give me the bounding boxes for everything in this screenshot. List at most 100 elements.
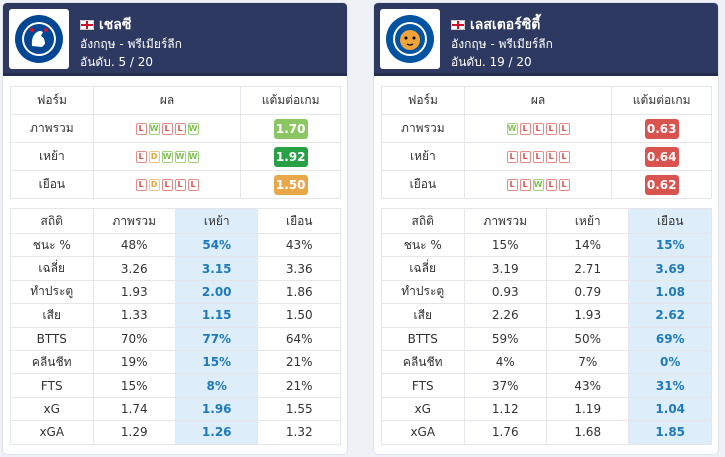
result-header: ผล bbox=[92, 86, 242, 115]
stat-value: 14% bbox=[545, 232, 630, 258]
chelsea-crest-icon bbox=[15, 15, 63, 63]
ppg-badge: 1.70 bbox=[273, 118, 308, 139]
stat-value: 1.12 bbox=[463, 396, 547, 422]
ppg-badge: 1.50 bbox=[273, 174, 308, 195]
team-name[interactable]: เลสเตอร์ซิตี้ bbox=[470, 17, 541, 33]
league-rank: อันดับ. 5 / 20 bbox=[80, 55, 154, 69]
team-name[interactable]: เชลซี bbox=[99, 17, 132, 33]
stat-row: เฉลี่ย 3.19 2.71 3.69 bbox=[381, 256, 712, 281]
stat-value: 21% bbox=[257, 373, 341, 398]
form-result-badge: L bbox=[558, 179, 570, 191]
stat-value: 1.96 bbox=[174, 396, 259, 422]
stat-value: 15% bbox=[92, 373, 176, 398]
stat-label: BTTS bbox=[381, 326, 465, 351]
form-result-badge: L bbox=[545, 123, 557, 135]
form-result-badge: L bbox=[558, 151, 570, 163]
stat-header: สถิติ bbox=[10, 208, 94, 234]
stat-value: 0.93 bbox=[463, 279, 547, 305]
result-header: ผล bbox=[463, 86, 613, 115]
form-label: ภาพรวม bbox=[10, 114, 94, 143]
form-result-badge: W bbox=[506, 123, 518, 135]
league-name[interactable]: อังกฤษ - พรีเมียร์ลีก bbox=[80, 37, 182, 51]
overall-header: ภาพรวม bbox=[463, 208, 547, 234]
stat-value: 3.36 bbox=[257, 256, 341, 281]
stat-value: 2.71 bbox=[545, 256, 630, 281]
stats-body: ชนะ % 48% 54% 43% เฉลี่ย 3.26 3.15 3.36 ทำประตู 1… bbox=[10, 232, 341, 445]
stat-value: 1.33 bbox=[92, 303, 176, 328]
ppg-header: แต้มต่อเกม bbox=[240, 86, 341, 115]
stat-value: 2.62 bbox=[628, 303, 712, 328]
stat-label: xGA bbox=[381, 420, 465, 445]
stats-table: สถิติ ภาพรวม เหย้า เยือน ชนะ % 48% 54% 43% เ… bbox=[10, 208, 341, 445]
form-label: เหย้า bbox=[381, 142, 465, 171]
stat-value: 3.15 bbox=[174, 256, 259, 281]
away-header: เยือน bbox=[257, 208, 341, 234]
away-header: เยือน bbox=[628, 208, 712, 234]
form-result-badge: L bbox=[174, 123, 186, 135]
form-result-badge: L bbox=[135, 123, 147, 135]
form-result-badge: L bbox=[506, 151, 518, 163]
stat-value: 37% bbox=[463, 373, 547, 398]
stat-value: 1.26 bbox=[174, 420, 259, 445]
stats-table: สถิติ ภาพรวม เหย้า เยือน ชนะ % 15% 14% 15% เ… bbox=[381, 208, 712, 445]
form-result-badge: W bbox=[148, 123, 160, 135]
team-header: เลสเตอร์ซิตี้ อังกฤษ - พรีเมียร์ลีก อันด… bbox=[374, 3, 718, 76]
stat-row: ทำประตู 1.93 2.00 1.86 bbox=[10, 279, 341, 305]
ppg-badge: 0.64 bbox=[644, 146, 679, 167]
league-name[interactable]: อังกฤษ - พรีเมียร์ลีก bbox=[451, 37, 553, 51]
stat-label: xGA bbox=[10, 420, 94, 445]
team-logo[interactable] bbox=[380, 9, 440, 69]
stat-value: 4% bbox=[463, 349, 547, 375]
stat-label: FTS bbox=[10, 373, 94, 398]
stat-row: เสีย 1.33 1.15 1.50 bbox=[10, 303, 341, 328]
form-result-badge: D bbox=[148, 179, 160, 191]
stat-row: xGA 1.76 1.68 1.85 bbox=[381, 420, 712, 445]
home-header: เหย้า bbox=[545, 208, 630, 234]
stat-row: xG 1.12 1.19 1.04 bbox=[381, 396, 712, 422]
stat-value: 15% bbox=[174, 349, 259, 375]
stat-label: เฉลี่ย bbox=[381, 256, 465, 281]
stat-value: 48% bbox=[92, 232, 176, 258]
form-result-badge: L bbox=[174, 179, 186, 191]
stat-label: เสีย bbox=[10, 303, 94, 328]
stat-label: FTS bbox=[381, 373, 465, 398]
form-result-badge: D bbox=[148, 151, 160, 163]
stat-label: เสีย bbox=[381, 303, 465, 328]
stat-label: คลีนชีท bbox=[381, 349, 465, 375]
stat-label: BTTS bbox=[10, 326, 94, 351]
stat-value: 1.68 bbox=[545, 420, 630, 445]
stat-label: xG bbox=[381, 396, 465, 422]
stat-value: 1.19 bbox=[545, 396, 630, 422]
ppg-badge: 0.62 bbox=[644, 174, 679, 195]
stat-row: FTS 15% 8% 21% bbox=[10, 373, 341, 398]
home-header: เหย้า bbox=[174, 208, 259, 234]
stat-row: xG 1.74 1.96 1.55 bbox=[10, 396, 341, 422]
stat-value: 43% bbox=[545, 373, 630, 398]
stat-value: 54% bbox=[174, 232, 259, 258]
stat-label: คลีนชีท bbox=[10, 349, 94, 375]
team-logo[interactable] bbox=[9, 9, 69, 69]
stat-value: 1.32 bbox=[257, 420, 341, 445]
stat-row: FTS 37% 43% 31% bbox=[381, 373, 712, 398]
form-result-badge: L bbox=[519, 179, 531, 191]
form-header: ฟอร์ม bbox=[381, 86, 465, 115]
stat-value: 2.00 bbox=[174, 279, 259, 305]
stat-value: 1.76 bbox=[463, 420, 547, 445]
form-label: เยือน bbox=[381, 170, 465, 199]
form-result-badge: L bbox=[545, 151, 557, 163]
stat-value: 0.79 bbox=[545, 279, 630, 305]
form-result-badge: L bbox=[519, 151, 531, 163]
stat-value: 1.93 bbox=[545, 303, 630, 328]
stat-value: 1.15 bbox=[174, 303, 259, 328]
team-card-home: เชลซี อังกฤษ - พรีเมียร์ลีก อันดับ. 5 / … bbox=[2, 2, 348, 455]
ppg-badge: 1.92 bbox=[273, 146, 308, 167]
form-result-badge: L bbox=[558, 123, 570, 135]
overall-header: ภาพรวม bbox=[92, 208, 176, 234]
